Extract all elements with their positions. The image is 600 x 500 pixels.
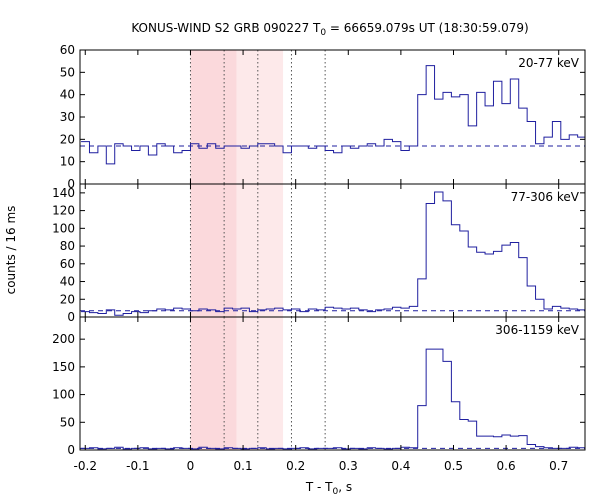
energy-band-label: 306-1159 keV <box>495 323 579 337</box>
panel-2: 0 20 40 60 80 100 120 140 77-306 keV <box>52 183 586 324</box>
shaded-region <box>190 50 237 184</box>
count-rate-histogram <box>81 191 585 316</box>
y-tick-label: 60 <box>60 257 75 271</box>
y-tick-label: 30 <box>60 110 75 124</box>
shaded-region <box>190 184 237 317</box>
y-tick-label: 40 <box>60 88 75 102</box>
x-tick-label: 0.6 <box>497 459 516 473</box>
energy-band-label: 77-306 keV <box>511 190 580 204</box>
count-rate-histogram <box>81 348 585 450</box>
y-tick-label: 50 <box>60 415 75 429</box>
y-tick-label: 100 <box>52 221 75 235</box>
y-tick-label: 150 <box>52 360 75 374</box>
y-tick-label: 120 <box>52 204 75 218</box>
shaded-region <box>190 317 237 450</box>
y-tick-label: 40 <box>60 275 75 289</box>
panel-frame <box>79 183 586 318</box>
y-tick-label: 200 <box>52 332 75 346</box>
count-rate-histogram <box>81 65 585 165</box>
xlabel-subscript: 0 <box>333 487 339 497</box>
chart-title: KONUS-WIND S2 GRB 090227 T0 = 66659.079s… <box>131 21 528 38</box>
shaded-region <box>236 184 284 317</box>
x-tick-label: 0.5 <box>444 459 463 473</box>
shaded-region <box>236 50 284 184</box>
xlabel-main: T - T <box>305 480 333 494</box>
y-tick-label: 100 <box>52 388 75 402</box>
x-tick-label: 0.4 <box>391 459 410 473</box>
panel-3: 0 50 100 150 200 306-1159 keV <box>52 316 586 457</box>
y-tick-label: 0 <box>67 443 75 457</box>
panel-1: 0 10 20 30 40 50 60 20-77 keV <box>60 43 586 191</box>
x-tick-label: 0.7 <box>549 459 568 473</box>
panels-layer: 0 10 20 30 40 50 60 20-77 keV 0 20 40 60 80 100 120 140… <box>52 43 586 473</box>
x-tick-label: 0 <box>187 459 195 473</box>
x-tick-label: 0.2 <box>286 459 305 473</box>
panel-frame <box>79 49 586 185</box>
y-tick-label: 50 <box>60 65 75 79</box>
y-tick-label: 140 <box>52 186 75 200</box>
shaded-region <box>236 317 284 450</box>
xlabel-rest: , s <box>338 480 352 494</box>
y-tick-label: 20 <box>60 132 75 146</box>
y-tick-label: 10 <box>60 155 75 169</box>
panel-frame <box>79 316 586 451</box>
title-rest: = 66659.079s UT (18:30:59.079) <box>326 21 529 35</box>
title-main: KONUS-WIND S2 GRB 090227 T <box>131 21 321 35</box>
title-subscript: 0 <box>320 28 326 38</box>
y-tick-label: 0 <box>67 310 75 324</box>
x-tick-label: 0.1 <box>234 459 253 473</box>
energy-band-label: 20-77 keV <box>518 56 580 70</box>
y-tick-label: 60 <box>60 43 75 57</box>
x-tick-label: 0.3 <box>339 459 358 473</box>
x-axis-label: T - T0, s <box>305 480 352 497</box>
y-axis-label: counts / 16 ms <box>4 206 18 295</box>
x-tick-label: -0.2 <box>74 459 97 473</box>
y-tick-label: 20 <box>60 292 75 306</box>
y-tick-label: 80 <box>60 239 75 253</box>
x-tick-label: -0.1 <box>126 459 149 473</box>
y-tick-label: 0 <box>67 177 75 191</box>
